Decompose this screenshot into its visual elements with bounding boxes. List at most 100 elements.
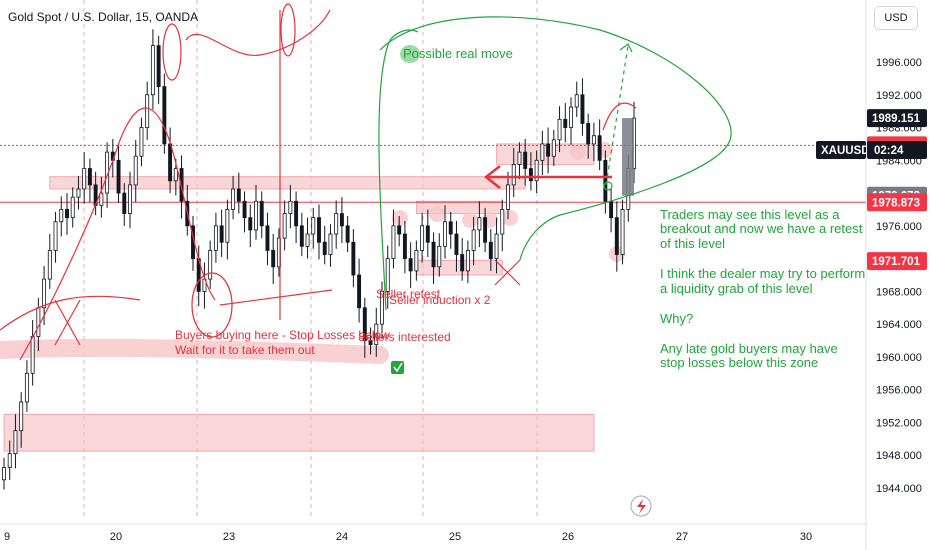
price-tag: 1989.151	[867, 109, 927, 128]
traders-text-1: Traders may see this level as a	[660, 207, 840, 222]
candle-body	[569, 106, 573, 128]
highlight-dot	[502, 210, 518, 226]
candle	[7, 440, 12, 480]
candle	[591, 122, 596, 162]
candle-body	[517, 151, 522, 165]
red-wave-right	[602, 102, 637, 131]
time-axis[interactable]: 9 20 23 24 25 26 27 30	[0, 523, 866, 543]
annotation-texts: Gold Spot / U.S. Dollar, 15, OANDA Possi…	[8, 10, 865, 370]
candle-body	[574, 94, 579, 108]
candle	[254, 184, 258, 240]
candle	[528, 152, 533, 191]
candle-body	[7, 453, 12, 468]
candle-body	[299, 225, 304, 247]
candle-body	[168, 143, 173, 182]
candle	[259, 191, 264, 239]
candle	[477, 201, 482, 248]
candle	[305, 217, 310, 259]
candle	[454, 220, 459, 272]
price-tag-bg	[867, 252, 927, 271]
candle-body	[213, 225, 218, 251]
candle-body	[294, 200, 299, 227]
candle	[328, 224, 333, 267]
candle-body	[36, 307, 41, 337]
check-mark-icon	[391, 361, 404, 374]
candle	[213, 212, 218, 263]
candle-body	[603, 159, 608, 202]
price-tick-label: 1948.000	[876, 450, 922, 462]
price-tag: 1978.873	[867, 193, 927, 212]
time-tick-label: 9	[4, 531, 10, 543]
candle-body	[431, 241, 436, 268]
candle	[546, 127, 551, 174]
candle-body	[236, 188, 241, 202]
horizontal-levels	[0, 144, 866, 203]
candle	[282, 200, 287, 251]
candle	[437, 233, 442, 277]
lightning-icon[interactable]	[630, 495, 652, 517]
candle-body	[614, 217, 619, 255]
candle-body	[265, 225, 270, 251]
candle-body	[380, 290, 384, 325]
candle-body	[288, 200, 293, 214]
candle-body	[116, 159, 121, 194]
candle-body	[551, 139, 556, 157]
candle	[563, 102, 568, 143]
candle	[265, 212, 270, 266]
candle-body	[156, 45, 161, 87]
candle	[534, 150, 539, 194]
candle	[248, 204, 253, 248]
sellers-interested-label: Sellers interested	[358, 330, 451, 344]
candle-body	[345, 225, 350, 243]
candle-body	[511, 164, 516, 186]
candle-body	[254, 200, 258, 231]
traders-text-2: breakout and now we have a retest	[660, 221, 863, 236]
candle-body	[282, 213, 287, 239]
candle	[465, 240, 470, 284]
candle	[294, 191, 299, 244]
time-tick-label: 30	[800, 531, 812, 543]
candle-body	[259, 200, 264, 227]
price-tick-label: 1964.000	[876, 319, 922, 331]
green-arrow-tip	[619, 43, 633, 53]
candle-body	[591, 135, 596, 145]
candle-body	[546, 143, 551, 157]
candle-body	[128, 184, 132, 214]
candle	[271, 234, 276, 285]
candle	[511, 148, 516, 198]
candle	[13, 414, 18, 469]
candle	[357, 258, 362, 323]
candle	[408, 242, 413, 289]
symbol-title: Gold Spot / U.S. Dollar, 15, OANDA	[8, 10, 198, 24]
candle	[517, 142, 522, 180]
candle	[30, 320, 35, 386]
candle-body	[248, 217, 253, 231]
candle	[374, 307, 379, 357]
candle-body	[586, 123, 591, 145]
candle-body	[402, 233, 407, 260]
candle-body	[208, 250, 213, 280]
time-tick-label: 24	[336, 531, 348, 543]
red-circle-top-2	[280, 3, 296, 57]
candle	[288, 184, 293, 229]
dealer-text-2: a liquidity grab of this level	[660, 281, 813, 296]
candle	[362, 297, 367, 358]
candle	[59, 196, 64, 237]
candle-body	[219, 225, 224, 243]
candle-body	[70, 196, 75, 219]
candle	[425, 209, 430, 257]
price-axis[interactable]: 1944.000 1948.000 1952.000 1956.000 1960.000…	[865, 0, 922, 550]
green-big-arc	[379, 16, 732, 261]
candle	[460, 238, 465, 281]
candle	[156, 35, 161, 104]
candle	[339, 197, 344, 244]
candle	[202, 262, 207, 309]
currency-button[interactable]: USD	[874, 6, 918, 30]
candle-body	[351, 241, 356, 276]
candle	[345, 216, 350, 253]
candle-body	[465, 250, 470, 272]
candle	[614, 201, 619, 272]
candle-body	[460, 254, 465, 272]
price-tick-label: 1976.000	[876, 221, 922, 233]
